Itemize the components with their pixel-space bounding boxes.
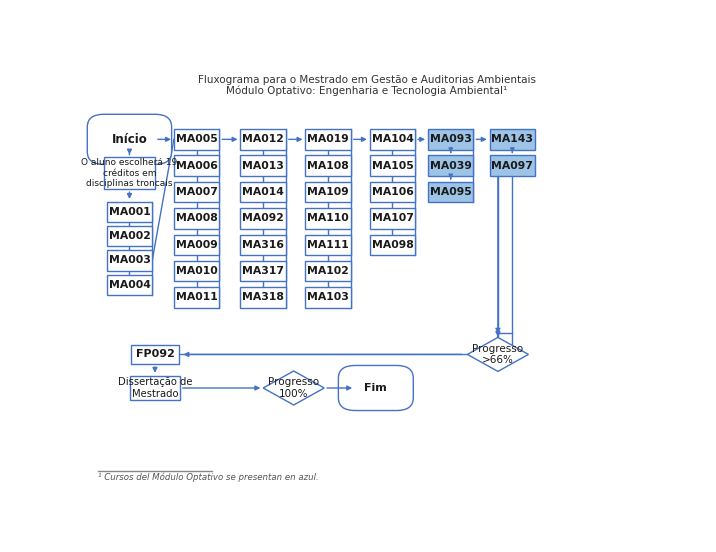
FancyBboxPatch shape [490,129,535,150]
Text: Fim: Fim [364,383,387,393]
Text: Fluxograma para o Mestrado em Gestão e Auditorias Ambientais: Fluxograma para o Mestrado em Gestão e A… [198,75,536,85]
Text: MA109: MA109 [307,187,349,197]
FancyBboxPatch shape [241,235,286,255]
Text: MA007: MA007 [175,187,218,197]
Text: MA011: MA011 [175,293,218,302]
FancyBboxPatch shape [241,129,286,150]
FancyBboxPatch shape [428,182,473,202]
Text: MA093: MA093 [430,134,472,144]
FancyBboxPatch shape [241,261,286,282]
FancyBboxPatch shape [130,376,180,400]
Text: MA008: MA008 [175,214,218,224]
Text: MA317: MA317 [242,266,284,276]
Text: MA110: MA110 [307,214,349,224]
Text: MA013: MA013 [242,161,284,171]
Text: Progresso
>66%: Progresso >66% [473,343,523,365]
Text: Progresso
100%: Progresso 100% [268,377,319,399]
FancyBboxPatch shape [305,156,351,176]
Polygon shape [468,337,528,371]
FancyBboxPatch shape [369,208,415,229]
Text: Dissertação de
Mestrado: Dissertação de Mestrado [117,377,192,399]
FancyBboxPatch shape [305,129,351,150]
FancyBboxPatch shape [174,129,219,150]
FancyBboxPatch shape [305,208,351,229]
FancyBboxPatch shape [107,202,153,222]
Text: MA009: MA009 [175,240,218,250]
Text: MA318: MA318 [242,293,284,302]
Text: MA004: MA004 [109,280,150,290]
FancyBboxPatch shape [241,156,286,176]
FancyBboxPatch shape [369,156,415,176]
Text: O aluno escolherá 19
créditos em
disciplinas troncais: O aluno escolherá 19 créditos em discipl… [82,158,178,188]
Text: MA108: MA108 [307,161,349,171]
Text: MA012: MA012 [242,134,284,144]
FancyBboxPatch shape [174,208,219,229]
FancyBboxPatch shape [369,182,415,202]
FancyBboxPatch shape [87,114,172,164]
Text: MA107: MA107 [372,214,413,224]
Text: MA098: MA098 [372,240,413,250]
FancyBboxPatch shape [241,182,286,202]
FancyBboxPatch shape [428,129,473,150]
Text: MA002: MA002 [109,231,150,241]
FancyBboxPatch shape [174,287,219,307]
FancyBboxPatch shape [174,261,219,282]
Text: MA006: MA006 [175,161,218,171]
Text: Início: Início [112,133,147,146]
Text: MA019: MA019 [307,134,349,144]
FancyBboxPatch shape [369,235,415,255]
FancyBboxPatch shape [305,235,351,255]
Text: ¹ Cursos del Módulo Optativo se presentan en azul.: ¹ Cursos del Módulo Optativo se presenta… [98,473,319,482]
Text: Módulo Optativo: Engenharia e Tecnologia Ambiental¹: Módulo Optativo: Engenharia e Tecnologia… [226,86,508,96]
Text: MA111: MA111 [307,240,349,250]
Text: MA102: MA102 [307,266,349,276]
FancyBboxPatch shape [107,226,153,246]
FancyBboxPatch shape [104,157,155,189]
Text: MA005: MA005 [175,134,218,144]
Text: FP092: FP092 [135,349,175,359]
Text: MA105: MA105 [372,161,413,171]
FancyBboxPatch shape [241,208,286,229]
FancyBboxPatch shape [107,250,153,270]
FancyBboxPatch shape [107,274,153,295]
Text: MA039: MA039 [430,161,472,171]
Text: MA143: MA143 [491,134,533,144]
FancyBboxPatch shape [130,344,180,364]
FancyBboxPatch shape [490,156,535,176]
Text: MA095: MA095 [430,187,472,197]
FancyBboxPatch shape [305,261,351,282]
FancyBboxPatch shape [428,156,473,176]
Polygon shape [263,371,324,405]
FancyBboxPatch shape [241,287,286,307]
Text: MA014: MA014 [242,187,284,197]
Text: MA092: MA092 [242,214,284,224]
FancyBboxPatch shape [174,235,219,255]
FancyBboxPatch shape [174,182,219,202]
FancyBboxPatch shape [339,365,413,411]
Text: MA103: MA103 [307,293,349,302]
Text: MA003: MA003 [109,256,150,266]
Text: MA104: MA104 [372,134,413,144]
Text: MA097: MA097 [491,161,533,171]
Text: MA106: MA106 [372,187,413,197]
FancyBboxPatch shape [174,156,219,176]
FancyBboxPatch shape [369,129,415,150]
Text: MA010: MA010 [175,266,218,276]
FancyBboxPatch shape [305,182,351,202]
Text: MA001: MA001 [109,207,150,217]
Text: MA316: MA316 [242,240,284,250]
FancyBboxPatch shape [305,287,351,307]
